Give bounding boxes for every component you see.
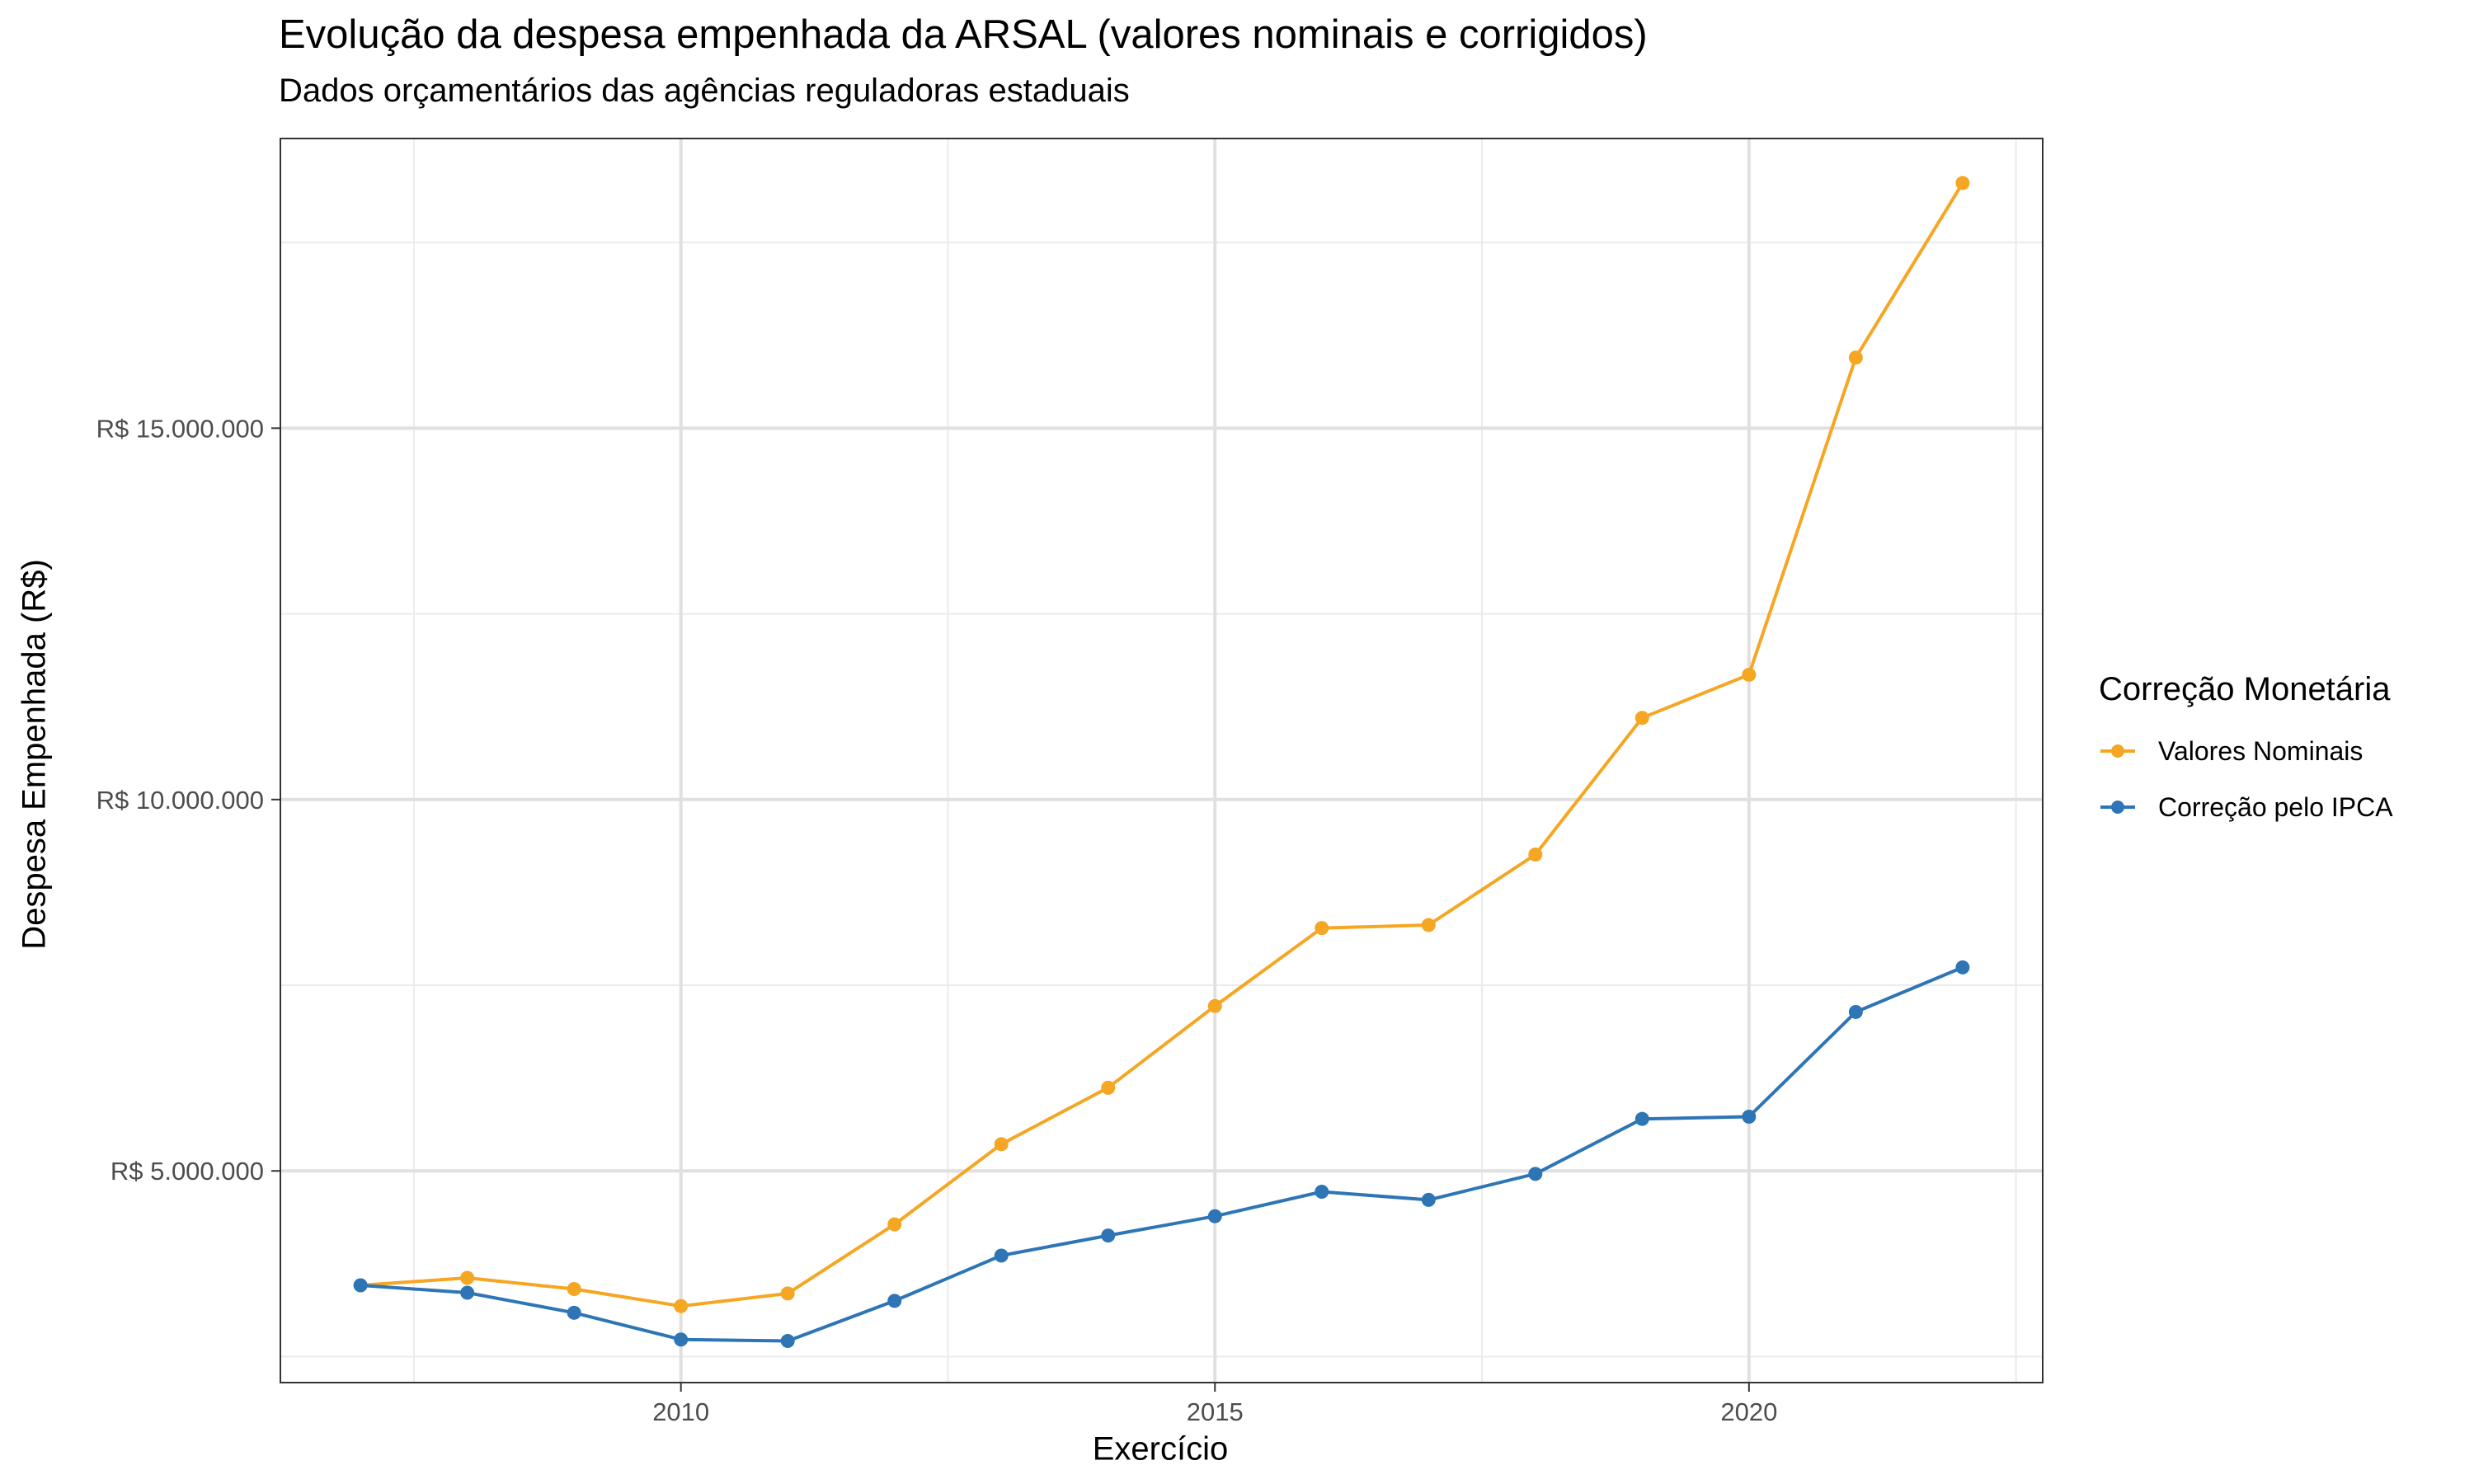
series-0-point <box>1848 350 1863 365</box>
series-1-point <box>994 1248 1009 1263</box>
axes-layer: 2010 2015 2020 R$ 5.000.000 R$ 10.000.000 R$ … <box>96 414 1778 1426</box>
legend-label-valores-nominais: Valores Nominais <box>2158 735 2363 766</box>
series-0-point <box>1742 667 1757 682</box>
series-1-point <box>674 1332 689 1347</box>
series-1-point <box>1848 1004 1863 1019</box>
series-1-point <box>1207 1209 1222 1223</box>
series-0-point <box>1315 921 1329 936</box>
series-0-point <box>780 1286 795 1301</box>
series-0-point <box>1207 998 1222 1013</box>
series-1-point <box>1955 960 1970 974</box>
series-1-point <box>567 1305 581 1320</box>
series-1-point <box>887 1294 902 1308</box>
series-0-point <box>1101 1080 1116 1095</box>
legend-label-correcao-ipca: Correção pelo IPCA <box>2158 791 2393 822</box>
series-0-point <box>994 1137 1009 1152</box>
series-1-point <box>1742 1109 1757 1124</box>
series-1-point <box>353 1278 368 1293</box>
x-axis-label: Exercício <box>1092 1430 1229 1468</box>
series-0-point <box>460 1270 475 1285</box>
series-1-point <box>780 1334 795 1349</box>
plot-border <box>280 138 2044 1383</box>
legend-item-correcao-ipca: Correção pelo IPCA <box>2099 779 2393 835</box>
y-tick-label: R$ 10.000.000 <box>96 786 264 815</box>
series-0-point <box>1528 847 1543 862</box>
series-0-point <box>887 1217 902 1232</box>
plot-panel <box>280 139 2043 1383</box>
series-1-line <box>360 965 1964 1343</box>
y-tick-label: R$ 5.000.000 <box>111 1157 264 1186</box>
series-1-point <box>1528 1167 1543 1181</box>
series-1-point <box>1421 1192 1436 1207</box>
legend: Correção Monetária Valores Nominais Corr… <box>2099 671 2393 835</box>
series-0-point <box>674 1298 689 1313</box>
major-gridlines <box>280 139 2043 1383</box>
series-0-line <box>360 182 1964 1308</box>
series-0-point <box>567 1281 581 1296</box>
chart-title: Evolução da despesa empenhada da ARSAL (… <box>279 12 1648 57</box>
series-0-point <box>1421 918 1436 932</box>
x-tick-label: 2020 <box>1720 1397 1777 1426</box>
series-layer <box>353 176 1970 1349</box>
legend-dot-correcao-ipca <box>2111 801 2124 814</box>
series-1-point <box>1315 1184 1329 1199</box>
series-1-point <box>1101 1228 1116 1243</box>
series-0-point <box>1634 711 1649 726</box>
series-1-point <box>460 1285 475 1300</box>
legend-item-valores-nominais: Valores Nominais <box>2099 723 2393 779</box>
x-tick-label: 2015 <box>1187 1397 1244 1426</box>
legend-dot-valores-nominais <box>2111 744 2124 758</box>
series-1-point <box>1634 1111 1649 1126</box>
legend-key-valores-nominais <box>2099 732 2137 770</box>
y-tick-label: R$ 15.000.000 <box>96 414 264 443</box>
y-axis-label: Despesa Empenhada (R$) <box>16 559 53 950</box>
chart-subtitle: Dados orçamentários das agências regulad… <box>279 73 1130 109</box>
legend-title: Correção Monetária <box>2099 671 2391 707</box>
legend-key-correcao-ipca <box>2099 788 2137 826</box>
series-0-point <box>1955 176 1970 190</box>
x-tick-label: 2010 <box>652 1397 709 1426</box>
